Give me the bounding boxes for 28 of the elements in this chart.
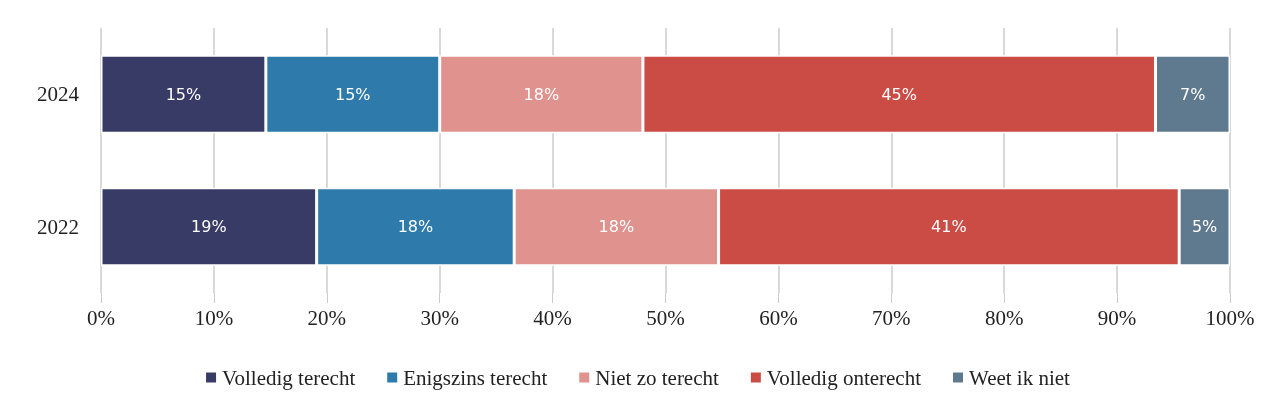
x-tick-label: 20% [307,305,347,330]
x-tick-label: 10% [194,305,234,330]
data-label: 15% [165,84,202,104]
data-label: 19% [191,217,227,237]
legend-label: Niet zo terecht [595,365,720,390]
legend-label: Volledig onterecht [766,365,922,390]
x-tick-label: 80% [984,305,1024,330]
x-tick-label: 70% [872,305,911,330]
data-label: 7% [1180,84,1206,104]
data-label: 18% [397,217,434,237]
legend-label: Volledig terecht [222,365,356,390]
x-tick-label: 30% [420,305,459,330]
data-label: 15% [334,84,371,104]
x-tick-label: 90% [1097,305,1137,330]
x-tick-label: 40% [533,305,572,330]
x-tick-label: 60% [759,305,798,330]
data-label: 18% [598,217,635,237]
data-label: 45% [881,84,917,104]
x-tick-label: 100% [1205,305,1255,330]
x-tick-label: 0% [87,305,115,330]
y-tick-label: 2024 [37,82,80,107]
data-label: 18% [523,84,560,104]
data-label: 5% [1191,217,1218,237]
data-label: 41% [931,217,967,237]
legend-label: Weet ik niet [969,365,1071,390]
x-tick-label: 50% [646,305,685,330]
y-tick-label: 2022 [37,214,79,239]
legend-label: Enigszins terecht [403,365,548,390]
